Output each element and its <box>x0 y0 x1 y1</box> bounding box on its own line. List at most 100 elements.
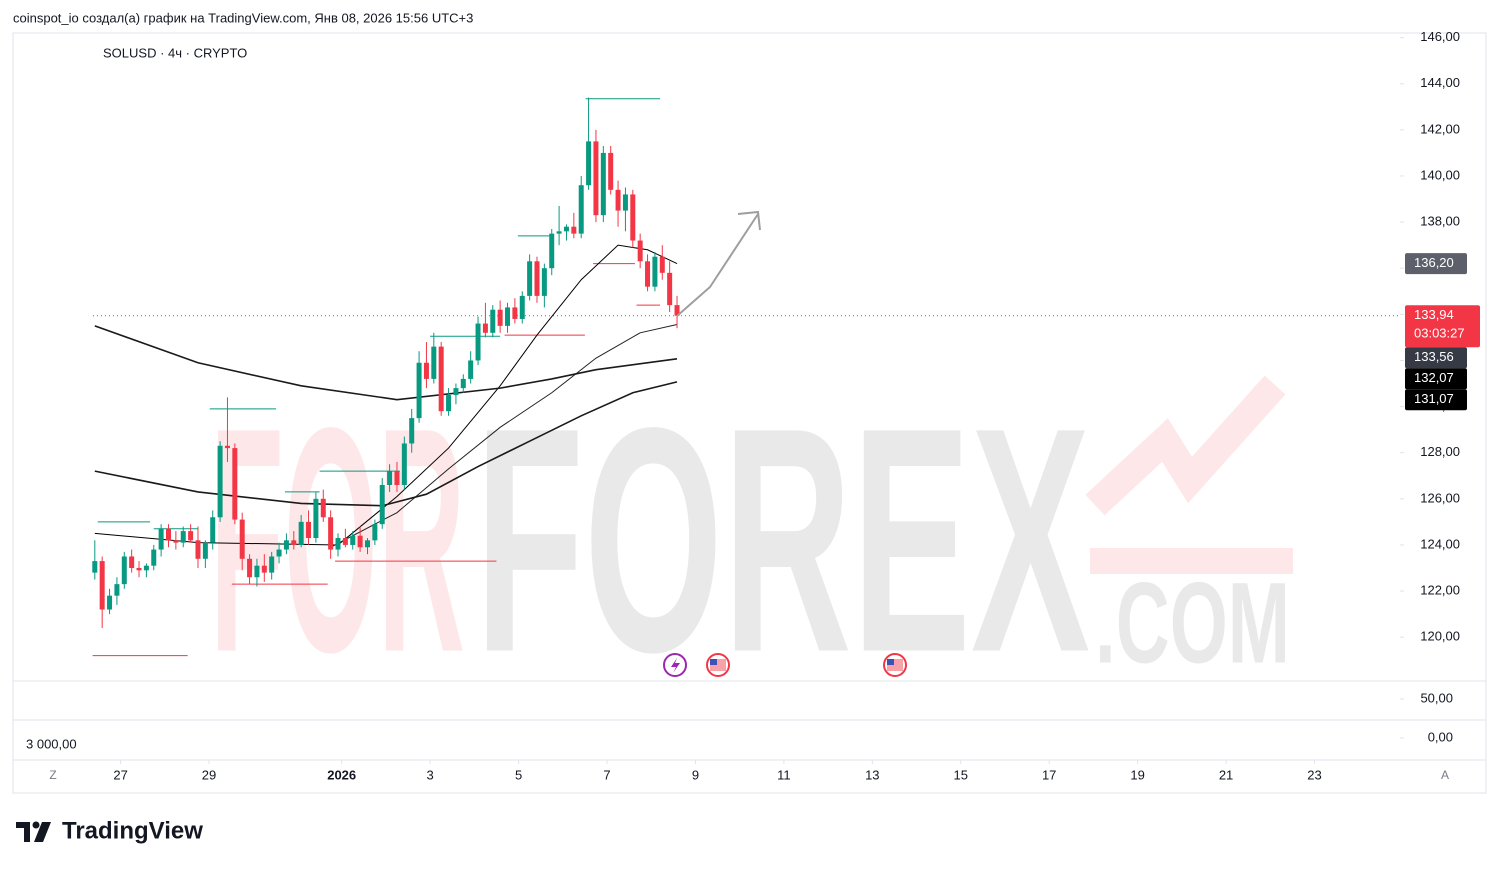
event-icon-glyph <box>671 658 680 673</box>
candle-body <box>114 584 120 596</box>
y-tick-label: 142,00 <box>1420 121 1460 136</box>
candle-body <box>482 323 488 333</box>
candle-body <box>129 556 135 569</box>
candle-body <box>527 261 533 296</box>
candle-body <box>121 556 127 585</box>
candle-body <box>578 185 584 234</box>
candle-body <box>512 307 518 319</box>
candle-body <box>372 524 378 541</box>
candle-body <box>534 261 540 296</box>
watermark-arrow <box>1085 375 1286 516</box>
candle-body <box>99 561 105 610</box>
lower-pane-label: 3 000,00 <box>26 736 77 751</box>
y-tick-label: 126,00 <box>1420 490 1460 505</box>
candle-body <box>188 531 194 541</box>
y-tick-label: 120,00 <box>1420 629 1460 644</box>
price-label: 136,20 <box>1414 255 1454 270</box>
price-label: 133,94 <box>1414 307 1454 322</box>
candle-body <box>423 362 429 379</box>
candle-body <box>571 226 577 234</box>
candle-body <box>667 272 673 306</box>
candle-body <box>350 535 356 545</box>
price-label-box <box>1405 305 1480 348</box>
price-label-box <box>1405 347 1467 369</box>
candle-body <box>622 194 628 211</box>
candle-body <box>364 540 370 548</box>
scale-button[interactable]: A <box>1441 768 1449 782</box>
candle-body <box>283 540 289 550</box>
candle-body <box>298 521 304 545</box>
candle-body <box>335 538 341 550</box>
candle-body <box>379 484 385 525</box>
candle-body <box>239 519 245 559</box>
candle-body <box>608 152 614 190</box>
y-tick-label: 0,00 <box>1428 729 1453 744</box>
candle-body <box>563 226 569 232</box>
candle-body <box>416 362 422 419</box>
price-label: 132,07 <box>1414 370 1454 385</box>
candle-body <box>254 565 260 578</box>
x-tick-label: 5 <box>515 767 522 782</box>
moving-average <box>330 323 678 548</box>
x-tick-label: 7 <box>603 767 610 782</box>
header: coinspot_io создал(а) график на TradingV… <box>13 10 473 25</box>
candle-body <box>342 538 348 545</box>
event-icon-glyph <box>710 659 717 665</box>
x-tick-label: 3 <box>427 767 434 782</box>
y-tick-label: 50,00 <box>1420 690 1453 705</box>
candle-body <box>387 471 393 485</box>
candle-body <box>541 268 547 296</box>
candle-body <box>261 565 267 573</box>
candle-body <box>438 346 444 412</box>
candle-body <box>659 256 665 273</box>
candle-body <box>600 152 606 216</box>
y-tick-label: 140,00 <box>1420 167 1460 182</box>
x-tick-label: 15 <box>954 767 968 782</box>
candle-body <box>615 189 621 211</box>
candle-body <box>490 309 496 333</box>
scale-button[interactable]: Z <box>49 768 56 782</box>
candle-body <box>195 540 201 559</box>
chart-title: SOLUSD · 4ч · CRYPTO <box>103 45 247 60</box>
candle-body <box>394 471 400 485</box>
candle-body <box>556 231 562 234</box>
candle-body <box>158 528 164 550</box>
candle-body <box>409 418 415 444</box>
candle-body <box>136 568 142 571</box>
candle-body <box>313 498 319 539</box>
candle-body <box>431 346 437 379</box>
x-tick-label: 9 <box>692 767 699 782</box>
candle-body <box>217 445 223 518</box>
candle-body <box>630 194 636 241</box>
x-tick-label: 27 <box>113 767 127 782</box>
price-label: 131,07 <box>1414 391 1454 406</box>
candle-body <box>180 531 186 543</box>
brand: TradingView <box>62 817 203 844</box>
candle-body <box>637 240 643 262</box>
x-tick-label: 17 <box>1042 767 1056 782</box>
candle-body <box>505 307 511 326</box>
candle-body <box>202 542 208 559</box>
candle-body <box>232 448 238 520</box>
watermark: FOR FOREX .COM <box>210 361 1293 719</box>
candle-body <box>224 445 230 449</box>
event-icons <box>663 653 907 677</box>
candle-body <box>210 517 216 543</box>
logo-shape <box>32 821 40 829</box>
candle-body <box>652 256 658 287</box>
candle-body <box>173 540 179 543</box>
price-label-box <box>1405 368 1467 390</box>
candle-body <box>549 233 555 269</box>
candle-body <box>460 378 466 389</box>
x-tick-label: 13 <box>865 767 879 782</box>
event-icon-glyph <box>887 659 894 665</box>
moving-average <box>94 381 678 507</box>
candle-body <box>519 295 525 319</box>
candle-body <box>401 443 407 485</box>
y-tick-label: 138,00 <box>1420 214 1460 229</box>
candle-body <box>166 528 172 541</box>
y-tick-label: 144,00 <box>1420 75 1460 90</box>
candle-body <box>320 498 326 518</box>
plot <box>92 97 1400 657</box>
annotation-arrow <box>676 213 759 317</box>
